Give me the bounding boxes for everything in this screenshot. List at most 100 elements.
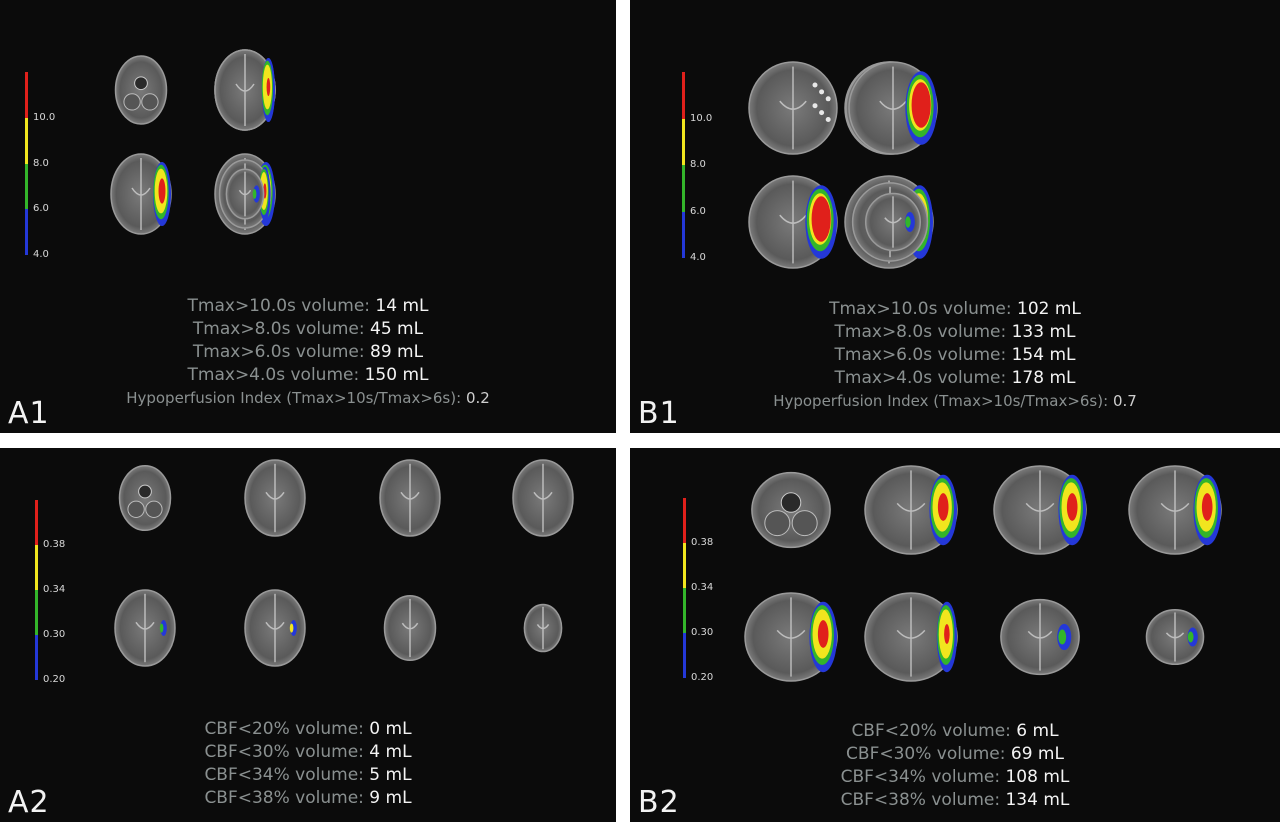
colorbar-segment	[682, 165, 685, 212]
brain-slice	[864, 592, 958, 682]
speckle-dot	[812, 82, 818, 88]
stats-block: Tmax>10.0s volume: 102 mL Tmax>8.0s volu…	[630, 298, 1280, 413]
stat-line-1: Tmax>10.0s volume: 102 mL	[630, 298, 1280, 321]
colorbar-tick-label: 0.20	[691, 672, 714, 683]
colorbar-segment	[25, 209, 28, 255]
ventricle	[401, 622, 419, 630]
colorbar-tick-label: 6.0	[33, 203, 49, 215]
brain-slice	[1128, 465, 1222, 555]
stat-label: Hypoperfusion Index (Tmax>10s/Tmax>6s):	[126, 389, 466, 407]
stat-label: CBF<38% volume:	[840, 790, 1006, 810]
colorbar-segment	[25, 72, 28, 118]
colorbar-segment	[683, 588, 686, 633]
brainstem	[138, 484, 152, 499]
brain-slice	[512, 459, 574, 537]
brain-slice	[214, 49, 276, 131]
cerebellar-lobe	[123, 93, 141, 111]
stat-label: CBF<38% volume:	[204, 788, 370, 808]
stat-line-3: Tmax>6.0s volume: 154 mL	[630, 344, 1280, 367]
stats-block: CBF<20% volume: 0 mL CBF<30% volume: 4 m…	[0, 718, 616, 810]
brain-slice	[225, 168, 265, 220]
lesion-red	[911, 82, 931, 128]
lesion-red	[811, 196, 831, 242]
ventricle	[536, 624, 550, 630]
stat-value: 14 mL	[375, 296, 429, 316]
colorbar-tick-label: 0.34	[691, 582, 714, 593]
colorbar-segment	[683, 633, 686, 678]
stat-label: CBF<30% volume:	[846, 744, 1011, 764]
colorbar-segment	[683, 543, 686, 588]
panel-b2: 0.38 0.34 0.30 0.20 CBF<20% volume: 6 mL CB…	[630, 448, 1280, 822]
colorbar-tick-label: 6.0	[690, 205, 706, 217]
ventricle	[879, 100, 907, 110]
panel-label: B1	[638, 396, 680, 431]
ventricle	[131, 187, 151, 196]
stat-line-2: Tmax>8.0s volume: 45 mL	[0, 318, 616, 341]
stat-line-2: CBF<30% volume: 69 mL	[630, 743, 1280, 766]
panel-a2: 0.38 0.34 0.30 0.20 CBF<20% volume: 0 mL CB…	[0, 448, 616, 822]
stat-value: 45 mL	[370, 319, 424, 339]
stat-label: CBF<20% volume:	[851, 721, 1017, 741]
stat-line-4: CBF<38% volume: 9 mL	[0, 787, 616, 810]
ventricle	[400, 491, 420, 500]
slice-grid	[744, 465, 1222, 682]
stat-label: CBF<30% volume:	[204, 742, 370, 762]
ventricle	[779, 214, 807, 224]
colorbar-tick-label: 0.20	[43, 674, 66, 685]
stats-block: CBF<20% volume: 6 mL CBF<30% volume: 69 …	[630, 720, 1280, 812]
ventricle	[265, 491, 285, 500]
ventricle	[238, 189, 252, 196]
lesion-core	[252, 189, 257, 199]
cerebellar-lobe	[127, 500, 145, 518]
brain-slice	[748, 61, 838, 155]
ventricle	[776, 629, 806, 639]
colorbar-segment	[35, 635, 38, 680]
stat-value: 69 mL	[1010, 744, 1064, 764]
ventricle	[896, 629, 926, 639]
panel-b1: 10.0 8.0 6.0 4.0 Tmax>10.0s volume: 102 mL …	[630, 0, 1280, 433]
brain-slice	[383, 594, 437, 662]
colorbar-segment	[25, 117, 28, 164]
brain-slice	[244, 459, 306, 537]
stat-value: 150 mL	[364, 365, 429, 385]
ventricle	[884, 217, 902, 224]
stat-line-4: Tmax>4.0s volume: 178 mL	[630, 367, 1280, 390]
brain-slice	[110, 153, 172, 235]
ventricle	[1165, 632, 1185, 639]
lesion-red	[817, 620, 829, 648]
lesion-core	[1058, 629, 1067, 645]
colorbar-tick-label: 8.0	[33, 157, 49, 169]
colorbar-tick-label: 0.30	[691, 627, 714, 638]
ventricle	[265, 621, 285, 630]
ventricle	[533, 491, 553, 500]
colorbar-tick-label: 0.38	[691, 537, 714, 548]
ventricle	[896, 502, 926, 512]
stat-line-3: CBF<34% volume: 108 mL	[630, 766, 1280, 789]
stat-value: 9 mL	[369, 788, 412, 808]
cerebellar-lobe	[141, 93, 159, 111]
stat-value: 134 mL	[1005, 790, 1070, 810]
stat-value: 0 mL	[369, 719, 412, 739]
colorbar-segment	[682, 72, 685, 119]
stat-line-1: CBF<20% volume: 0 mL	[0, 718, 616, 741]
lesion-red	[266, 78, 271, 96]
colorbar: 0.38 0.34 0.30 0.20	[35, 500, 65, 685]
stat-line-4: CBF<38% volume: 134 mL	[630, 789, 1280, 812]
brain-slice	[379, 459, 441, 537]
lesion-red	[944, 624, 950, 644]
stat-label: Tmax>8.0s volume:	[834, 322, 1012, 342]
colorbar-segment	[682, 118, 685, 165]
colorbar-tick-label: 10.0	[33, 111, 56, 123]
ventricle	[1025, 502, 1055, 512]
panel-label: A2	[8, 785, 50, 820]
stat-label: Tmax>10.0s volume:	[829, 299, 1017, 319]
stat-label: Tmax>6.0s volume:	[192, 342, 370, 362]
stat-label: CBF<20% volume:	[204, 719, 370, 739]
stat-value: 0.2	[465, 389, 490, 407]
stat-label: Tmax>6.0s volume:	[834, 345, 1012, 365]
brain-slice	[1145, 608, 1205, 666]
brain-slice	[114, 589, 176, 667]
colorbar-segment	[35, 500, 38, 545]
brain-slice	[864, 192, 922, 252]
brain-slice	[118, 464, 172, 532]
